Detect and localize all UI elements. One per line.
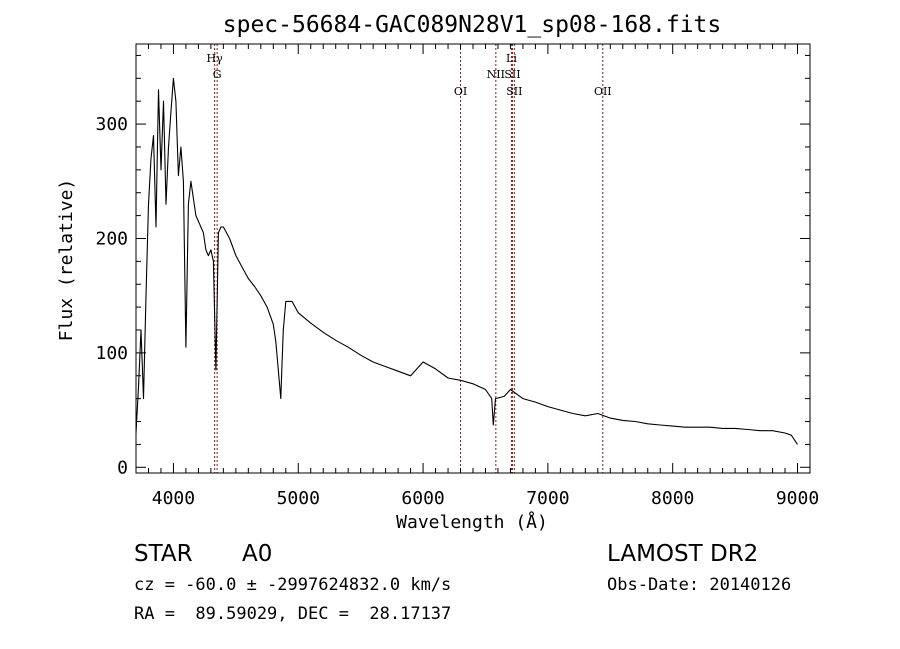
object-class: STAR [134, 541, 193, 567]
line-marker-label-4: Li [506, 52, 517, 65]
coordinates: RA = 89.59029, DEC = 28.17137 [134, 604, 451, 624]
y-axis-label: Flux (relative) [56, 179, 77, 342]
line-marker-label-0: Hγ [207, 52, 224, 65]
spectrum-line [135, 77, 798, 445]
observation-date: Obs-Date: 20140126 [607, 575, 791, 595]
y-tick-label: 0 [117, 457, 128, 478]
line-marker-label-2: OI [454, 85, 467, 98]
x-tick-label: 7000 [526, 488, 569, 509]
x-tick-label: 8000 [651, 488, 694, 509]
chart-title: spec-56684-GAC089N28V1_sp08-168.fits [223, 12, 722, 38]
redshift-velocity: cz = -60.0 ± -2997624832.0 km/s [134, 575, 451, 595]
x-tick-label: 6000 [401, 488, 444, 509]
y-tick-label: 200 [95, 228, 128, 249]
survey-name: LAMOST DR2 [607, 541, 758, 567]
x-axis-ticks: 4000 5000 6000 7000 8000 9000 [135, 44, 819, 509]
line-marker-label-3: NII [487, 68, 505, 81]
y-tick-label: 100 [95, 343, 128, 364]
x-tick-label: 9000 [776, 488, 819, 509]
x-tick-label: 5000 [277, 488, 320, 509]
object-subclass: A0 [242, 541, 272, 567]
y-axis-ticks: 0 100 200 300 [95, 54, 810, 478]
line-marker-label-7: OII [594, 85, 612, 98]
line-marker-label-5: SII [504, 68, 520, 81]
line-marker-label-1: G [213, 68, 222, 81]
x-tick-label: 4000 [152, 488, 195, 509]
y-tick-label: 300 [95, 114, 128, 135]
line-marker-label-6: SII [506, 85, 522, 98]
x-axis-label: Wavelength (Å) [396, 511, 548, 533]
